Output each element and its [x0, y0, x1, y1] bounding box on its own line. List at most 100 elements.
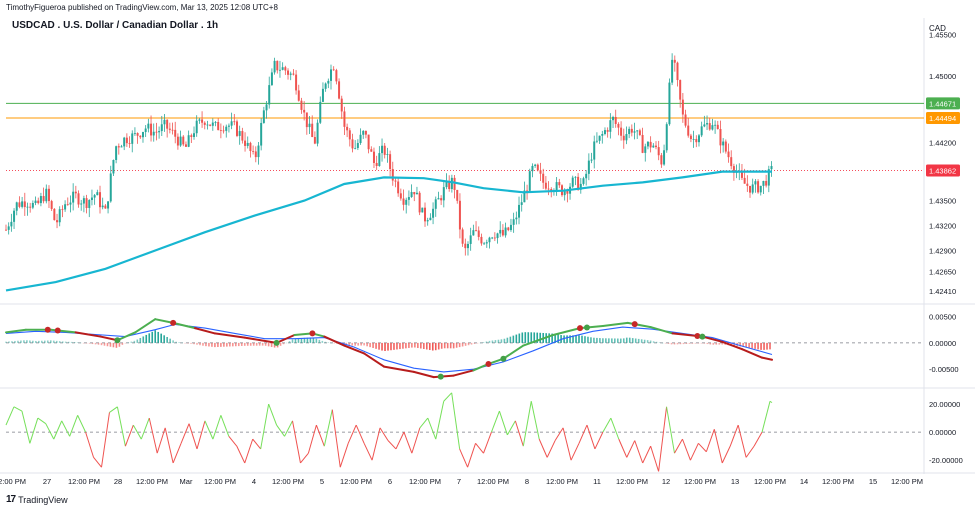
rsi-line-segment: [21, 410, 31, 444]
candle-body: [303, 109, 306, 113]
candle-body: [56, 220, 59, 223]
candle-body: [136, 133, 139, 136]
bearish-cross-dot: [485, 360, 492, 367]
histogram-bar: [640, 339, 643, 343]
histogram-bar: [279, 342, 282, 346]
candle-body: [262, 110, 265, 123]
rsi-line-segment: [705, 429, 715, 452]
histogram-bar: [11, 341, 13, 343]
momentum-line-segment: [134, 318, 157, 334]
rsi-line-segment: [101, 412, 110, 468]
rsi-line-segment: [307, 424, 317, 454]
candle-body: [235, 121, 238, 136]
histogram-bar: [443, 342, 446, 349]
bearish-cross-dot: [44, 326, 51, 333]
time-tick-label: 12:00 PM: [891, 477, 923, 486]
candle-body: [767, 169, 770, 186]
histogram-bar: [643, 339, 646, 343]
candle-body: [493, 237, 496, 239]
histogram-bar: [333, 342, 336, 344]
candle-body: [330, 69, 333, 81]
candle-body: [50, 201, 53, 209]
momentum-line-segment: [74, 331, 102, 338]
histogram-bar: [649, 340, 652, 343]
histogram-bar: [154, 330, 157, 343]
histogram-bar: [79, 342, 82, 344]
bearish-cross-dot: [170, 319, 177, 326]
histogram-bar: [372, 342, 374, 348]
candle-body: [477, 230, 480, 237]
histogram-bar: [554, 333, 556, 343]
candle-body: [458, 200, 461, 230]
histogram-bar: [658, 342, 661, 343]
candle-body: [311, 123, 314, 137]
candle-body: [23, 201, 26, 208]
candle-body: [168, 128, 171, 130]
histogram-bar: [402, 342, 404, 349]
candle-body: [364, 130, 367, 135]
candle-body: [265, 104, 268, 111]
candle-body: [211, 122, 214, 126]
candle-body: [289, 73, 292, 75]
momentum-line-segment: [363, 352, 386, 368]
tradingview-logo-icon: 17: [6, 494, 16, 505]
candle-body: [295, 74, 298, 91]
histogram-bar: [533, 332, 536, 343]
rsi-line-segment: [188, 423, 198, 450]
footer-brand[interactable]: 17 TradingView: [6, 494, 68, 505]
candle-body: [751, 184, 754, 193]
histogram-bar: [181, 342, 183, 344]
candle-body: [160, 124, 163, 132]
histogram-bar: [408, 342, 410, 348]
candle-body: [719, 129, 722, 146]
rsi-line-segment: [769, 400, 773, 404]
momentum-line-segment: [154, 318, 175, 324]
candle-body: [26, 206, 29, 208]
candle-body: [104, 205, 107, 209]
time-tick-label: 12:00 PM: [409, 477, 441, 486]
candle-body: [727, 151, 730, 158]
histogram-bar: [35, 340, 37, 343]
candle-body: [356, 143, 359, 148]
momentum-line-segment: [701, 335, 724, 343]
candle-body: [313, 136, 316, 144]
candle-body: [5, 229, 7, 231]
histogram-bar: [414, 342, 416, 348]
momentum-line-segment: [172, 321, 197, 330]
candle-body: [668, 82, 671, 125]
candle-body: [182, 136, 185, 145]
signal-line: [5, 323, 773, 373]
candle-body: [491, 237, 494, 239]
candle-body: [757, 181, 760, 193]
rsi-line-segment: [5, 406, 15, 426]
rsi-line-segment: [45, 423, 55, 440]
histogram-bar: [652, 341, 655, 343]
histogram-bar: [172, 340, 174, 343]
candle-body: [432, 208, 435, 218]
histogram-bar: [282, 342, 285, 345]
candle-body: [689, 135, 692, 140]
bearish-cross-dot: [309, 330, 316, 337]
rsi-line-segment: [674, 438, 683, 454]
candle-body: [743, 177, 746, 184]
price-label-text: 1.44671: [929, 99, 956, 108]
candle-body: [37, 200, 40, 204]
bullish-cross-dot: [273, 339, 280, 346]
candle-body: [244, 140, 247, 146]
histogram-bar: [148, 333, 151, 343]
rsi-line-segment: [371, 427, 381, 461]
candle-body: [571, 177, 574, 187]
histogram-bar: [551, 333, 553, 343]
candle-body: [386, 154, 389, 155]
histogram-bar: [243, 342, 246, 346]
histogram-bar: [742, 342, 744, 347]
candle-body: [362, 130, 365, 135]
histogram-bar: [584, 336, 586, 343]
histogram-bar: [748, 342, 750, 348]
candle-body: [131, 133, 134, 144]
histogram-bar: [473, 342, 476, 344]
bearish-cross-dot: [694, 333, 701, 340]
histogram-bar: [8, 341, 10, 343]
candle-body: [617, 123, 620, 128]
